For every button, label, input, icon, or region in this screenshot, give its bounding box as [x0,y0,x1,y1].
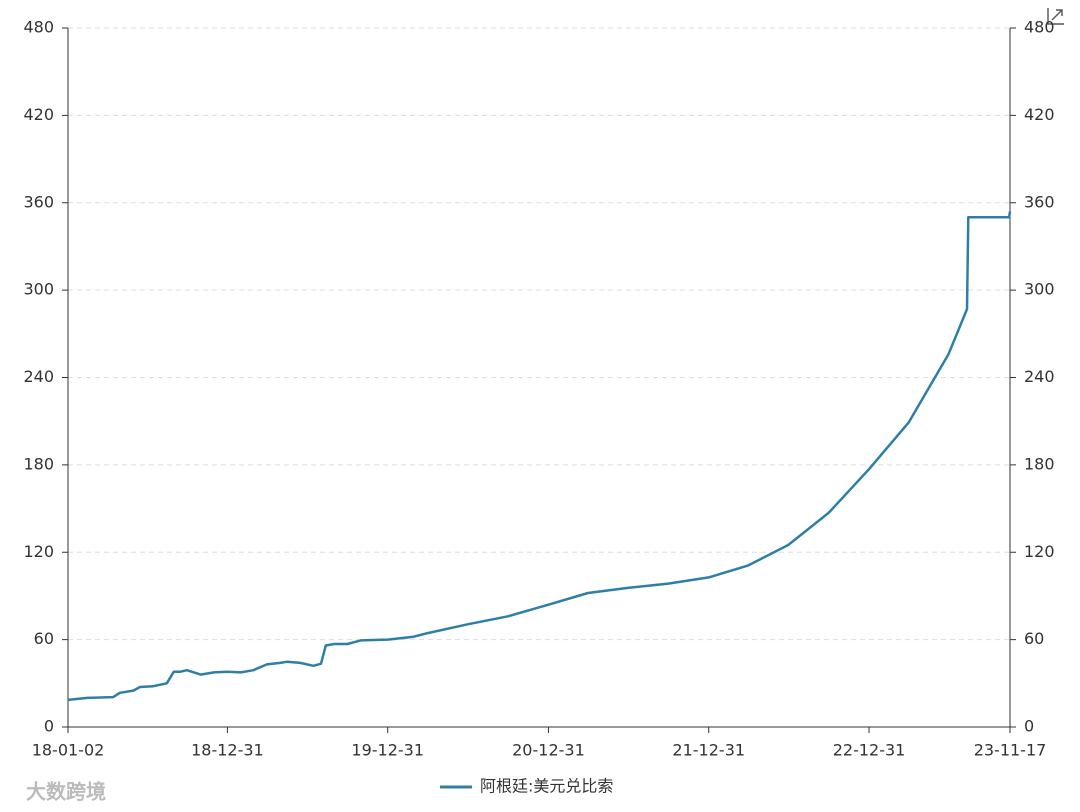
y2-tick-label: 0 [1024,717,1034,736]
y-tick-label: 360 [23,192,54,211]
x-tick-label: 20-12-31 [512,741,585,760]
y-tick-label: 240 [23,367,54,386]
y-tick-label: 300 [23,280,54,299]
y-tick-label: 180 [23,454,54,473]
y2-tick-label: 60 [1024,629,1044,648]
y-tick-label: 480 [23,18,54,37]
legend-label: 阿根廷:美元兑比索 [480,777,613,796]
y2-tick-label: 240 [1024,367,1055,386]
expand-icon[interactable] [1047,8,1064,25]
y2-tick-label: 420 [1024,105,1055,124]
series-line [67,211,1012,702]
x-tick-label: 19-12-31 [351,741,424,760]
x-tick-label: 18-01-02 [32,741,105,760]
y2-tick-label: 120 [1024,542,1055,561]
y-tick-label: 60 [34,629,54,648]
y2-tick-label: 360 [1024,192,1055,211]
x-tick-label: 18-12-31 [191,741,264,760]
y-tick-label: 120 [23,542,54,561]
y2-tick-label: 480 [1024,18,1055,37]
y-tick-label: 420 [23,105,54,124]
x-tick-label: 23-11-17 [974,741,1047,760]
x-tick-label: 21-12-31 [672,741,745,760]
x-tick-label: 22-12-31 [833,741,906,760]
y-tick-label: 0 [44,717,54,736]
y2-tick-label: 180 [1024,454,1055,473]
watermark: 大数跨境 [26,780,106,804]
y2-tick-label: 300 [1024,280,1055,299]
